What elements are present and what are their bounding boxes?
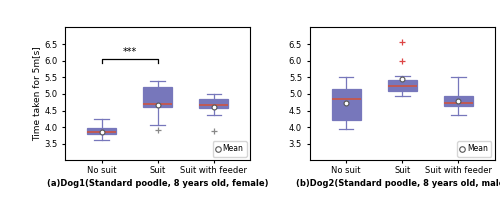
Y-axis label: Time taken for 5m[s]: Time taken for 5m[s] (32, 46, 42, 141)
Text: ***: *** (122, 47, 136, 57)
PathPatch shape (143, 87, 172, 107)
Legend: Mean: Mean (458, 141, 491, 157)
Legend: Mean: Mean (212, 141, 246, 157)
PathPatch shape (332, 89, 361, 120)
PathPatch shape (87, 128, 116, 134)
X-axis label: (a)Dog1(Standard poodle, 8 years old, female): (a)Dog1(Standard poodle, 8 years old, fe… (47, 179, 268, 188)
PathPatch shape (388, 80, 417, 91)
PathPatch shape (444, 96, 473, 106)
PathPatch shape (199, 99, 228, 108)
X-axis label: (b)Dog2(Standard poodle, 8 years old, male): (b)Dog2(Standard poodle, 8 years old, ma… (296, 179, 500, 188)
